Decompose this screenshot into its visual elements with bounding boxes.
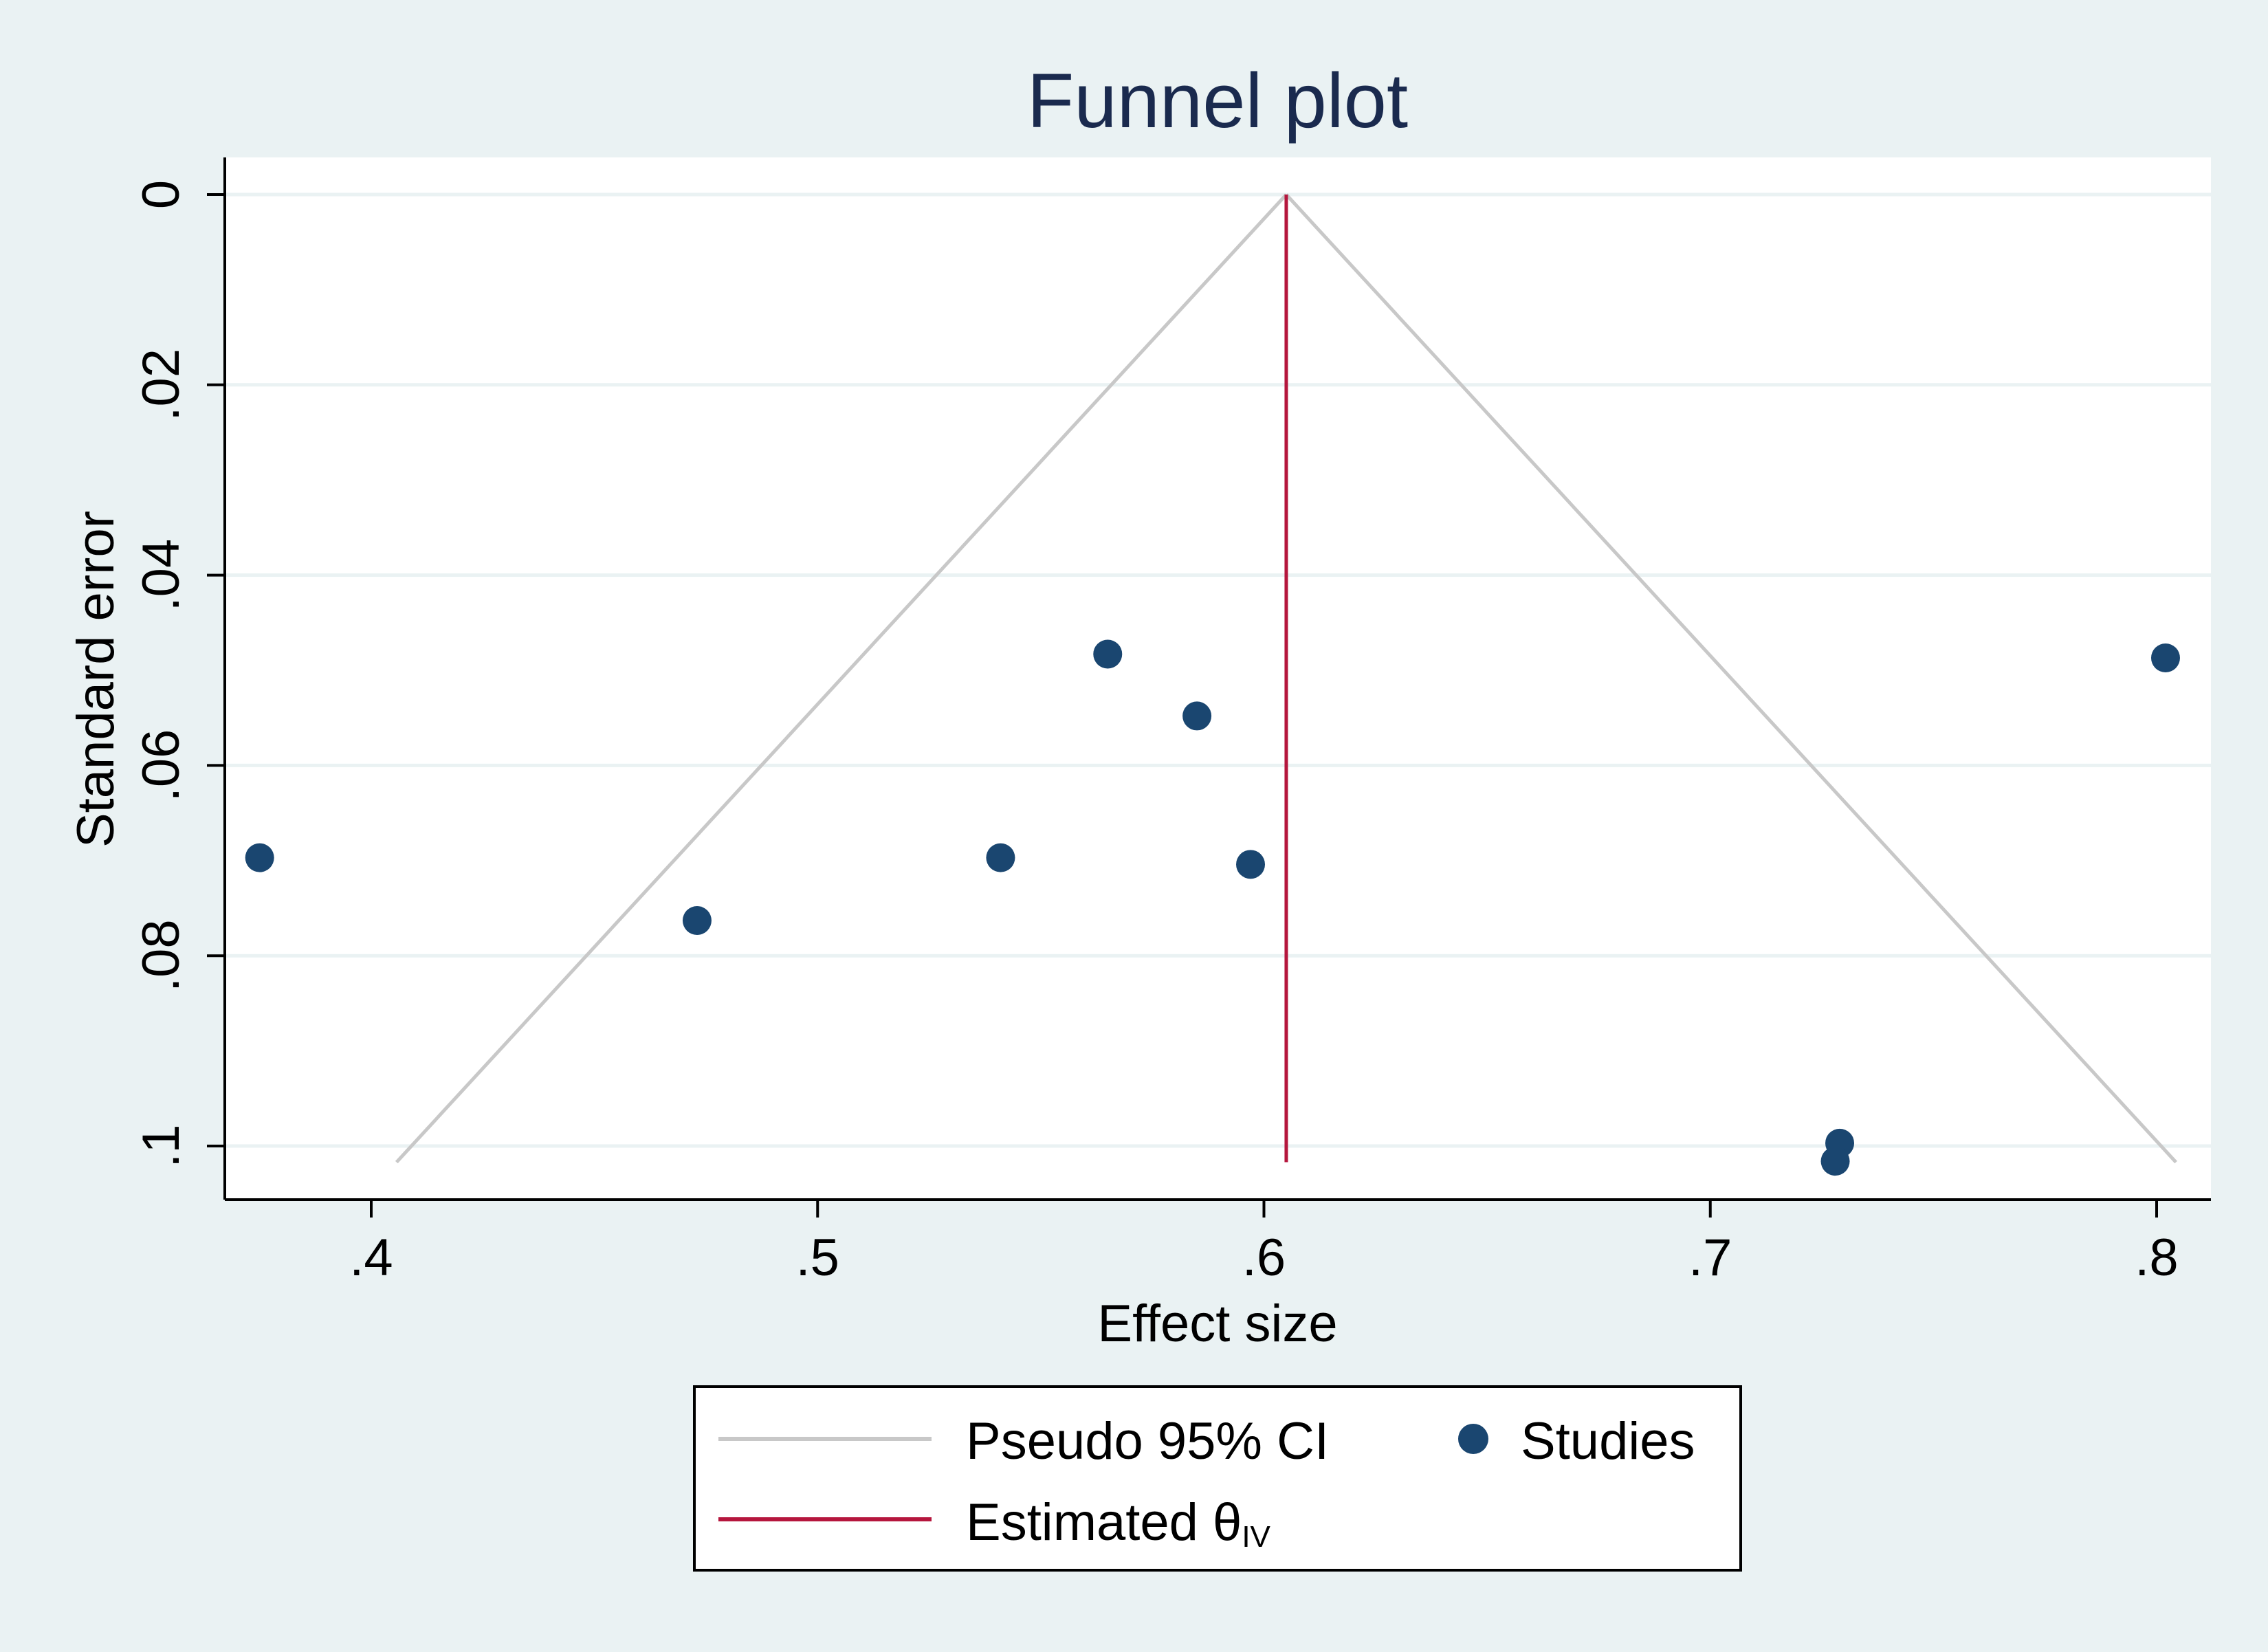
legend-studies-label: Studies <box>1521 1412 1695 1471</box>
study-point-3 <box>1093 639 1123 669</box>
y-ticks: 0 .02 .04 .06 .08 .1 <box>132 180 225 1168</box>
axes <box>223 157 2211 1201</box>
grid-lines <box>225 192 2211 1148</box>
study-point-7 <box>1820 1147 1850 1176</box>
study-point-5 <box>1236 850 1266 879</box>
plot-area <box>225 157 2211 1200</box>
study-point-1 <box>682 905 712 935</box>
x-tick-label-4: .8 <box>2135 1229 2178 1287</box>
x-tick-label-1: .5 <box>796 1229 839 1287</box>
y-tick-label-3: .06 <box>132 729 190 802</box>
study-point-0 <box>245 843 274 872</box>
x-tick-label-3: .7 <box>1688 1229 1732 1287</box>
y-axis-label: Standard error <box>67 511 125 848</box>
legend-studies-marker <box>1458 1424 1488 1454</box>
legend-estimate-subscript: IV <box>1242 1520 1270 1554</box>
chart-title: Funnel plot <box>1027 58 1408 144</box>
study-point-8 <box>2150 643 2180 673</box>
x-tick-label-0: .4 <box>349 1229 393 1287</box>
y-tick-label-4: .08 <box>132 919 190 992</box>
study-point-4 <box>1182 701 1212 731</box>
y-tick-label-0: 0 <box>132 180 190 209</box>
legend-ci-label: Pseudo 95% CI <box>966 1412 1329 1471</box>
x-tick-label-2: .6 <box>1242 1229 1286 1287</box>
ci-line-right <box>1285 193 2177 1164</box>
legend: Pseudo 95% CI Studies Estimated θIV <box>693 1385 1742 1572</box>
y-tick-label-2: .04 <box>132 539 190 612</box>
legend-box <box>693 1385 1742 1572</box>
y-tick-label-1: .02 <box>132 349 190 421</box>
y-tick-label-5: .1 <box>132 1124 190 1167</box>
pseudo-ci-lines <box>395 193 2177 1164</box>
study-point-2 <box>986 843 1015 872</box>
study-points <box>245 639 2180 1176</box>
x-ticks: .4 .5 .6 .7 .8 <box>349 1200 2179 1287</box>
legend-estimate-label: Estimated θIV <box>966 1493 1271 1554</box>
ci-line-left <box>395 193 1288 1164</box>
x-axis-label: Effect size <box>1097 1295 1337 1353</box>
